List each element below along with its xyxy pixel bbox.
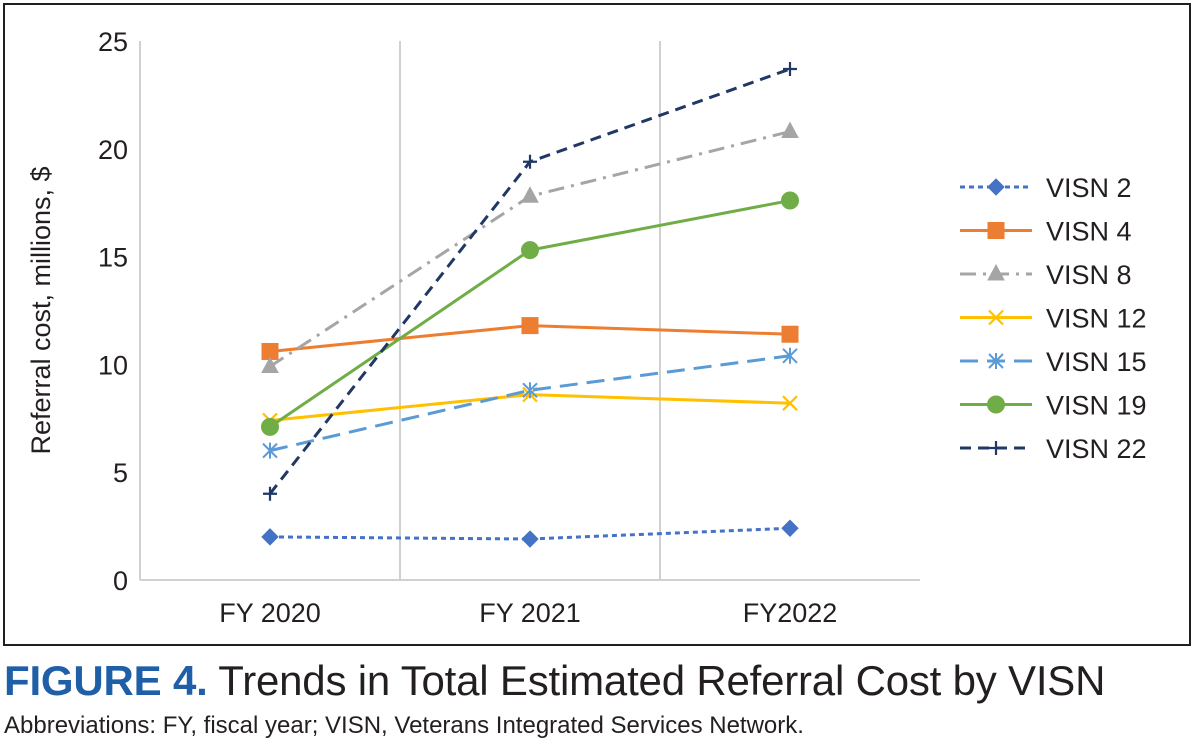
y-tick-label: 0: [113, 566, 128, 596]
series-layer: [261, 62, 799, 548]
series-visn-2: [261, 519, 799, 548]
data-point-visn-8: [521, 186, 539, 203]
x-tick-label: FY 2020: [219, 598, 321, 628]
chart-frame: 0 5 10 15 20 25 FY 2020 FY 2021 FY2022 Referral c…: [3, 3, 1191, 646]
caption-label: FIGURE 4.: [4, 657, 208, 704]
data-point-visn-12: [782, 395, 798, 411]
y-tick-label: 10: [98, 350, 128, 380]
legend-item-visn-8: VISN 8: [960, 260, 1132, 290]
series-line-visn-15: [269, 354, 791, 453]
legend-label-visn-8: VISN 8: [1046, 260, 1132, 290]
legend-marker-visn-2: [987, 178, 1005, 196]
data-point-visn-8: [261, 356, 279, 374]
data-point-visn-2: [261, 528, 279, 546]
legend-item-visn-15: VISN 15: [960, 347, 1147, 377]
axes-layer: 0 5 10 15 20 25 FY 2020 FY 2021 FY2022 Referral c…: [26, 27, 920, 628]
legend-label-visn-22: VISN 22: [1046, 434, 1147, 464]
x-tick-label: FY 2021: [479, 598, 581, 628]
series-visn-8: [261, 121, 799, 374]
data-point-visn-19: [781, 191, 799, 210]
data-point-visn-8: [781, 121, 799, 139]
legend-label-visn-4: VISN 4: [1046, 217, 1132, 247]
legend-marker-visn-15: [988, 353, 1004, 369]
legend-marker-visn-8: [987, 263, 1005, 281]
legend-layer: VISN 2 VISN 4 VISN 8 VISN 12 VISN 15 VISN 19 V…: [960, 173, 1147, 464]
series-visn-19: [261, 191, 799, 436]
series-line-visn-2: [269, 526, 791, 541]
legend-item-visn-19: VISN 19: [960, 391, 1147, 421]
series-line-visn-12: [269, 393, 791, 422]
data-point-visn-15: [782, 347, 798, 364]
legend-marker-visn-22: [989, 441, 1003, 455]
legend-marker-visn-4: [987, 222, 1005, 239]
figure-caption: FIGURE 4. Trends in Total Estimated Refe…: [4, 658, 1105, 704]
data-point-visn-19: [261, 417, 279, 436]
data-point-visn-4: [781, 325, 799, 343]
data-point-visn-4: [521, 317, 539, 335]
legend-item-visn-2: VISN 2: [960, 173, 1132, 203]
data-point-visn-19: [521, 241, 539, 260]
legend-item-visn-4: VISN 4: [960, 217, 1132, 247]
series-visn-4: [261, 317, 799, 360]
data-point-visn-22: [263, 486, 277, 501]
legend-label-visn-15: VISN 15: [1046, 347, 1147, 377]
x-tick-label: FY2022: [743, 598, 838, 628]
caption-note: Abbreviations: FY, fiscal year; VISN, Ve…: [4, 712, 804, 739]
data-point-visn-15: [262, 442, 278, 459]
y-axis-title: Referral cost, millions, $: [26, 166, 56, 454]
legend-item-visn-12: VISN 12: [960, 304, 1147, 334]
data-point-visn-2: [521, 530, 539, 548]
caption-title: Trends in Total Estimated Referral Cost …: [218, 657, 1106, 704]
y-tick-label: 20: [98, 135, 128, 165]
series-line-visn-22: [268, 67, 791, 495]
chart-svg: 0 5 10 15 20 25 FY 2020 FY 2021 FY2022 Referral c…: [26, 27, 1147, 628]
data-point-visn-22: [523, 154, 537, 169]
legend-marker-visn-12: [988, 309, 1004, 326]
y-tick-label: 25: [98, 27, 128, 57]
data-point-visn-15: [522, 382, 538, 399]
series-visn-15: [262, 347, 798, 459]
series-visn-22: [263, 62, 797, 501]
legend-label-visn-19: VISN 19: [1046, 391, 1147, 421]
data-point-visn-2: [781, 519, 799, 537]
legend-label-visn-2: VISN 2: [1046, 173, 1132, 203]
y-tick-label: 15: [98, 243, 128, 273]
legend-item-visn-22: VISN 22: [960, 434, 1147, 464]
grid-layer: [399, 41, 661, 580]
y-tick-label: 5: [113, 458, 128, 488]
data-point-visn-22: [783, 62, 797, 77]
legend-marker-visn-19: [987, 395, 1005, 414]
legend-label-visn-12: VISN 12: [1046, 304, 1147, 334]
